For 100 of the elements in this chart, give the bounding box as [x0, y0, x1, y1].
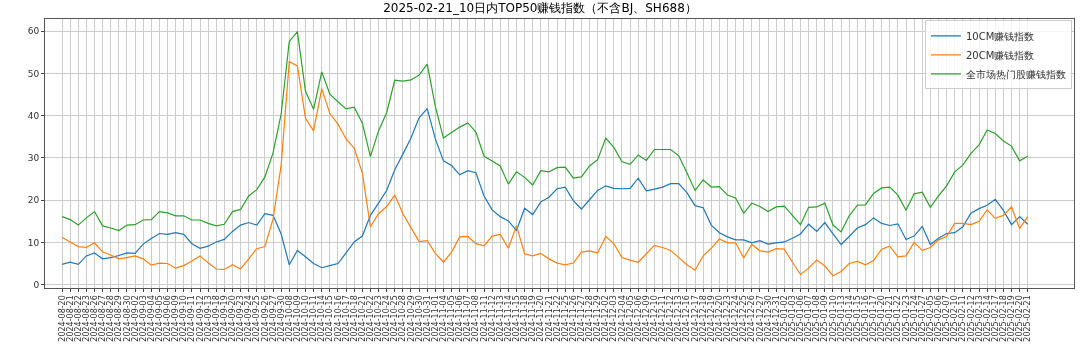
y-tick-label: 10: [27, 237, 40, 248]
x-tick-label: 2025-01-24: [909, 295, 919, 342]
y-tick-label: 50: [27, 68, 40, 79]
x-tick-label: 2024-12-17: [690, 295, 700, 342]
x-tick-label: 2025-01-10: [828, 295, 838, 342]
x-tick-label: 2024-12-09: [641, 295, 651, 342]
x-tick-label: 2025-02-06: [934, 295, 944, 342]
x-tick-label: 2024-12-05: [625, 295, 635, 342]
x-tick-label: 2024-11-04: [439, 295, 449, 342]
x-tick-label: 2025-01-13: [836, 295, 846, 342]
line-series: [61, 107, 1029, 269]
x-tick-label: 2025-02-10: [950, 295, 960, 342]
x-tick-label: 2024-11-27: [577, 295, 587, 342]
x-tick-label: 2025-01-03: [788, 295, 797, 342]
x-tick-label: 2025-01-08: [812, 295, 822, 342]
x-tick-label: 2025-02-12: [966, 295, 976, 342]
x-tick-label: 2024-10-09: [292, 295, 302, 342]
chart-title: 2025-02-21_10日内TOP50赚钱指数（不含BJ、SH688）: [383, 0, 697, 15]
x-tick-label: 2025-02-14: [982, 295, 992, 342]
x-tick-label: 2025-01-22: [893, 295, 903, 342]
x-tick-label: 2025-01-15: [852, 295, 862, 342]
x-tick-label: 2024-09-11: [187, 295, 197, 342]
x-tick-label: 2024-12-11: [658, 295, 668, 342]
x-tick-label: 2024-10-21: [357, 295, 367, 342]
x-tick-label: 2024-12-25: [739, 295, 749, 342]
x-tick-label: 2025-01-06: [796, 295, 806, 342]
x-tick-label: 2024-09-09: [171, 295, 181, 342]
x-tick-label: 2025-02-19: [1007, 295, 1017, 342]
x-tick-label: 2024-11-19: [528, 295, 538, 342]
x-tick-label: 2024-10-25: [390, 295, 400, 342]
x-tick-label: 2024-08-29: [114, 295, 124, 342]
x-tick-label: 2024-09-10: [179, 295, 189, 342]
x-tick-label: 2024-08-26: [90, 295, 100, 342]
x-tick-label: 2024-12-03: [609, 295, 619, 342]
x-tick-label: 2025-01-21: [885, 295, 895, 342]
x-tick-label: 2025-02-20: [1015, 295, 1025, 342]
x-tick-label: 2024-09-05: [155, 295, 165, 342]
x-tick-label: 2024-10-23: [374, 295, 384, 342]
x-tick-label: 2024-11-20: [536, 295, 546, 342]
y-tick-label: 60: [27, 26, 40, 37]
legend-label: 10CM赚钱指数: [965, 30, 1035, 42]
x-tick-label: 2024-09-13: [203, 295, 213, 342]
x-tick-label: 2024-08-20: [57, 295, 67, 342]
x-tick-label: 2024-12-10: [650, 295, 660, 342]
x-tick-label: 2024-10-11: [309, 295, 319, 342]
x-tick-label: 2024-12-13: [674, 295, 684, 342]
x-tick-label: 2024-11-25: [560, 295, 570, 342]
x-tick-label: 2024-12-19: [706, 295, 716, 342]
x-tick-label: 2024-12-24: [731, 295, 741, 342]
x-tick-label: 2025-01-02: [779, 295, 789, 342]
x-tick-label: 2025-01-20: [877, 295, 887, 342]
x-tick-label: 2025-02-17: [990, 295, 1000, 342]
x-tick-label: 2024-10-29: [406, 295, 416, 342]
x-tick-label: 2024-11-06: [455, 295, 465, 342]
x-tick-label: 2025-01-27: [917, 295, 927, 342]
x-tick-label: 2025-02-13: [974, 295, 984, 342]
x-tick-label: 2024-09-06: [163, 295, 173, 342]
x-tick-label: 2024-09-12: [195, 295, 205, 342]
x-tick-label: 2024-12-04: [617, 295, 627, 342]
legend-label: 全市场热门股赚钱指数: [965, 68, 1066, 80]
x-tick-label: 2024-10-31: [422, 295, 432, 342]
x-tick-label: 2024-11-22: [552, 295, 562, 342]
y-tick-label: 0: [33, 279, 40, 290]
x-tick-label: 2024-12-31: [771, 295, 781, 342]
x-tick-label: 2024-09-19: [219, 295, 229, 342]
x-tick-label: 2024-12-16: [682, 295, 692, 342]
y-tick-label: 30: [27, 153, 40, 164]
x-tick-label: 2024-12-12: [666, 295, 676, 342]
x-tick-label: 2024-08-27: [98, 295, 108, 342]
x-tick-label: 2024-11-07: [463, 295, 473, 342]
x-tick-label: 2024-10-30: [414, 295, 424, 342]
x-tick-label: 2025-01-16: [861, 295, 871, 342]
x-tick-label: 2024-09-04: [146, 295, 156, 342]
x-tick-label: 2024-09-20: [228, 295, 238, 342]
x-tick-label: 2024-09-25: [252, 295, 262, 342]
x-tick-label: 2024-09-27: [268, 295, 278, 342]
x-tick-label: 2024-09-03: [138, 295, 148, 342]
x-tick-label: 2024-12-27: [755, 295, 765, 342]
x-tick-label: 2024-12-26: [747, 295, 757, 342]
x-tick-label: 2024-11-13: [495, 295, 505, 342]
x-tick-label: 2024-11-12: [487, 295, 497, 342]
x-tick-label: 2025-01-14: [844, 295, 854, 342]
x-tick-label: 2024-11-01: [430, 295, 440, 342]
x-tick-label: 2024-08-30: [122, 295, 132, 342]
x-tick-label: 2024-11-18: [520, 295, 530, 342]
x-tick-label: 2024-12-23: [723, 295, 733, 342]
x-tick-label: 2024-09-24: [244, 295, 254, 342]
x-tick-label: 2024-10-15: [325, 295, 335, 342]
x-tick-label: 2024-10-24: [382, 295, 392, 342]
x-tick-label: 2024-12-06: [633, 295, 643, 342]
x-tick-label: 2024-10-18: [349, 295, 359, 342]
x-tick-label: 2025-02-07: [942, 295, 952, 342]
x-tick-label: 2024-09-02: [130, 295, 140, 342]
x-tick-label: 2024-08-21: [65, 295, 75, 342]
x-tick-label: 2024-10-08: [284, 295, 294, 342]
x-tick-label: 2024-08-28: [106, 295, 116, 342]
x-tick-label: 2024-11-14: [503, 295, 513, 342]
x-tick-label: 2024-09-23: [236, 295, 246, 342]
x-tick-label: 2025-01-17: [869, 295, 879, 342]
x-tick-label: 2024-11-08: [471, 295, 481, 342]
